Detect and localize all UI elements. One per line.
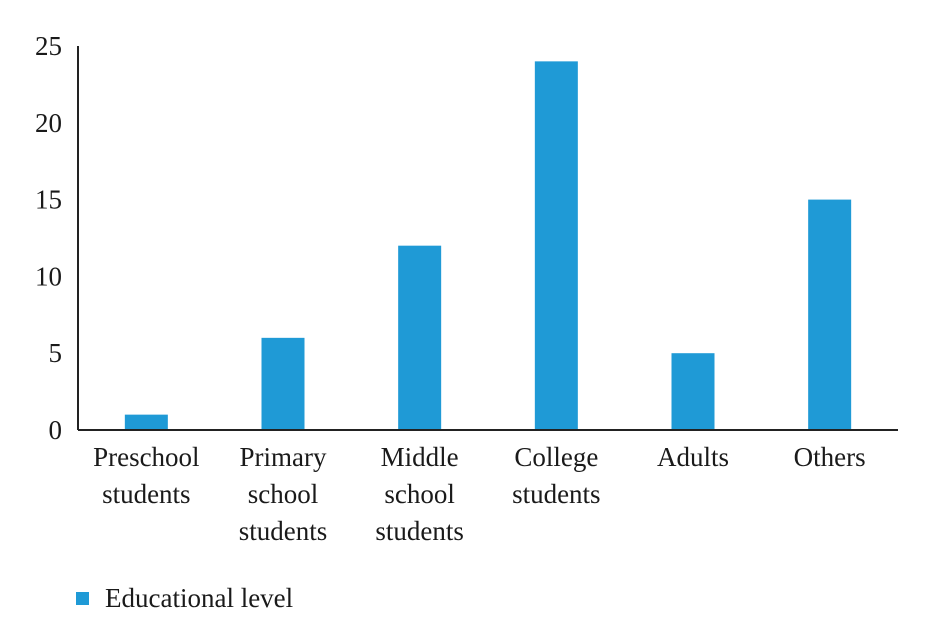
legend-label: Educational level (105, 583, 293, 613)
x-tick-label-line: students (239, 516, 328, 546)
y-tick-label: 25 (35, 31, 62, 61)
x-tick-label: College students (512, 442, 601, 509)
x-tick-label: Adults (657, 442, 729, 472)
bar (124, 414, 168, 430)
bar (671, 353, 715, 430)
y-axis-ticks: 0 5 10 15 20 25 (35, 31, 62, 445)
bar (808, 199, 852, 430)
y-tick-label: 20 (35, 108, 62, 138)
x-tick-label-line: Preschool (93, 442, 199, 472)
x-tick-label: Others (794, 442, 866, 472)
x-tick-label: Middle school students (375, 442, 464, 546)
x-tick-label-line: Others (794, 442, 866, 472)
x-tick-label-line: students (375, 516, 464, 546)
x-tick-label: Preschool students (93, 442, 199, 509)
y-tick-label: 10 (35, 261, 62, 291)
y-tick-label: 0 (49, 415, 63, 445)
bar (398, 245, 442, 430)
bars (124, 61, 852, 431)
x-tick-label-line: students (102, 479, 191, 509)
x-tick-label-line: Middle (381, 442, 459, 472)
x-tick-label-line: Primary (240, 442, 327, 472)
x-tick-label-line: Adults (657, 442, 729, 472)
legend: Educational level (76, 583, 293, 613)
legend-swatch (76, 592, 89, 605)
x-tick-label-line: students (512, 479, 601, 509)
x-tick-label-line: school (248, 479, 319, 509)
x-tick-label-line: College (514, 442, 598, 472)
y-tick-label: 15 (35, 185, 62, 215)
x-tick-label-line: school (384, 479, 455, 509)
bar (261, 337, 305, 430)
bar (534, 61, 578, 431)
y-tick-label: 5 (49, 338, 63, 368)
x-tick-label: Primary school students (239, 442, 328, 546)
